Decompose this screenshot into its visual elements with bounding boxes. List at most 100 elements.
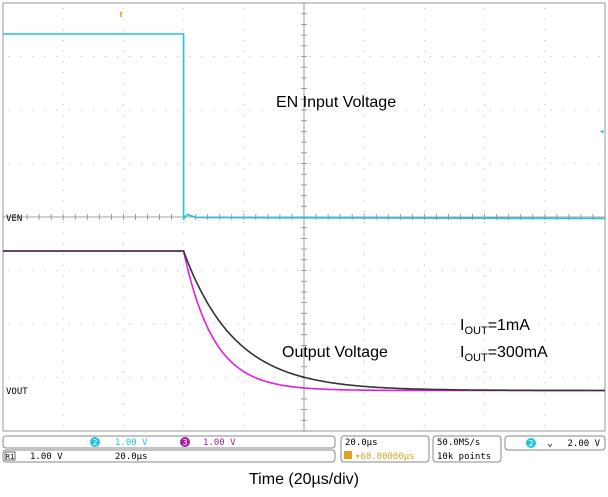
grid-dot <box>285 109 287 111</box>
grid-dot <box>122 285 124 288</box>
grid-dot <box>44 323 46 325</box>
grid-dot <box>243 136 245 138</box>
grid-dot <box>393 109 395 111</box>
grid-dot <box>62 136 64 138</box>
grid-dot <box>514 323 516 325</box>
grid-dot <box>423 371 425 373</box>
grid-dot <box>176 323 179 325</box>
grid-dot <box>8 323 10 325</box>
grid-dot <box>164 162 167 165</box>
grid-dot <box>62 264 64 266</box>
grid-dot <box>32 376 34 379</box>
grid-dot <box>183 360 185 363</box>
grid-dot <box>490 376 492 379</box>
svg-text:IOUT=1mA: IOUT=1mA <box>460 317 530 337</box>
grid-dot <box>363 146 365 149</box>
oscilloscope-chart: ◂ ⬆ EN Input Voltage Output Voltage IOUT… <box>2 2 606 463</box>
grid-dot <box>574 269 576 272</box>
grid-dot <box>423 39 425 42</box>
grid-dot <box>381 162 383 165</box>
grid-dot <box>526 376 528 379</box>
grid-dot <box>243 114 245 116</box>
grid-dot <box>122 339 124 341</box>
grid-dot <box>249 269 251 272</box>
trigger-position-marker: ⬆ <box>118 8 125 21</box>
grid-dot <box>502 376 504 379</box>
grid-dot <box>393 162 395 165</box>
grid-dot <box>62 275 64 277</box>
grid-dot <box>237 269 239 272</box>
en-right-marker: ◂ <box>599 127 604 137</box>
grid-dot <box>423 425 425 427</box>
grid-dot <box>423 318 425 320</box>
grid-dot <box>598 109 600 111</box>
grid-dot <box>363 243 365 245</box>
grid-dot <box>213 55 215 58</box>
grid-dot <box>484 82 486 84</box>
grid-dot <box>62 61 64 63</box>
grid-dot <box>80 109 82 111</box>
grid-dot <box>297 55 299 58</box>
grid-dot <box>477 323 480 325</box>
grid-dot <box>122 82 124 84</box>
grid-dot <box>363 18 365 20</box>
grid-dot <box>544 136 546 138</box>
grid-dot <box>243 328 245 330</box>
grid-dot <box>544 157 546 159</box>
grid-dot <box>261 323 263 325</box>
grid-dot <box>62 18 64 20</box>
grid-dot <box>538 376 540 379</box>
grid-dot <box>363 71 365 74</box>
grid-dot <box>183 296 185 298</box>
grid-dot <box>484 318 486 320</box>
grid-dot <box>183 414 185 416</box>
grid-dot <box>484 50 486 52</box>
grid-dot <box>393 269 395 272</box>
grid-dot <box>62 93 64 95</box>
grid-dot <box>176 376 179 379</box>
grid-dot <box>363 285 365 288</box>
grid-dot <box>544 93 546 95</box>
grid-dot <box>56 376 58 379</box>
grid-dot <box>363 211 365 213</box>
grid-dot <box>189 162 191 165</box>
grid-dot <box>273 162 275 165</box>
grid-dot <box>538 162 540 165</box>
grid-dot <box>423 18 425 20</box>
grid-dot <box>417 323 419 325</box>
grid-dot <box>321 376 323 379</box>
grid-dot <box>225 376 227 379</box>
grid-dot <box>544 18 546 20</box>
grid-dot <box>164 376 167 379</box>
grid-dot <box>363 425 365 427</box>
grid-dot <box>273 269 275 272</box>
grid-dot <box>423 93 425 95</box>
grid-dot <box>243 71 245 74</box>
grid-dot <box>309 162 311 165</box>
grid-dot <box>243 168 245 170</box>
grid-dot <box>225 162 227 165</box>
grid-dot <box>243 104 245 106</box>
grid-dot <box>423 61 425 63</box>
grid-dot <box>152 109 155 111</box>
grid-dot <box>176 269 179 272</box>
grid-dot <box>598 376 600 379</box>
grid-dot <box>152 162 155 165</box>
grid-dot <box>164 109 167 111</box>
grid-dot <box>381 323 383 325</box>
grid-dot <box>363 264 365 266</box>
grid-dot <box>441 269 444 272</box>
grid-dot <box>122 307 124 309</box>
grid-dot <box>68 162 70 165</box>
ref-tag: R1 <box>6 453 14 461</box>
grid-dot <box>164 269 167 272</box>
grid-dot <box>285 269 287 272</box>
grid-dot <box>68 55 70 58</box>
grid-dot <box>104 269 106 272</box>
grid-dot <box>405 109 407 111</box>
grid-dot <box>514 109 516 111</box>
grid-dot <box>32 269 34 272</box>
grid-dot <box>453 323 456 325</box>
grid-dot <box>363 232 365 234</box>
grid-dot <box>122 146 124 149</box>
